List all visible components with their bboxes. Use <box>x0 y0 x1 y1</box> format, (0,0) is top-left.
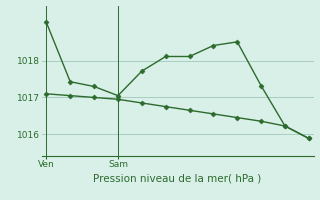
X-axis label: Pression niveau de la mer( hPa ): Pression niveau de la mer( hPa ) <box>93 173 262 183</box>
